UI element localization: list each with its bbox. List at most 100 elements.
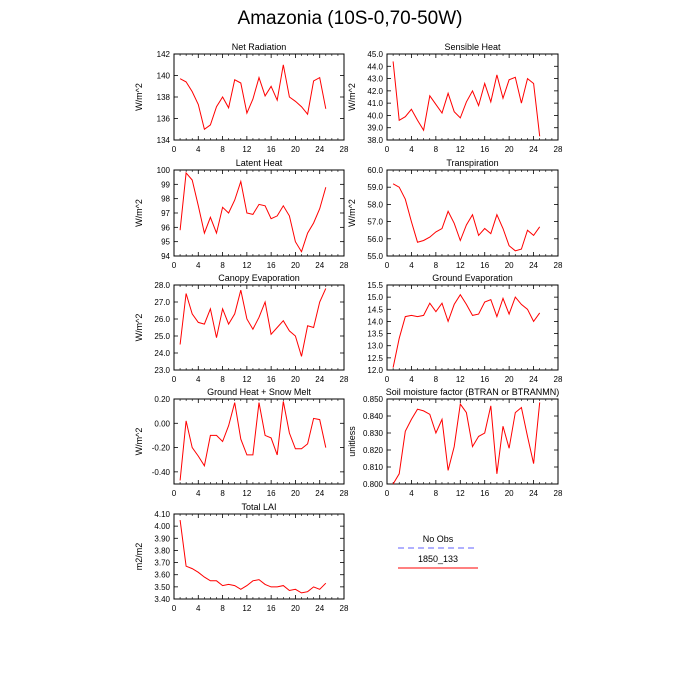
- x-tick-label: 24: [529, 489, 538, 498]
- y-tick-label: 99: [161, 180, 170, 189]
- x-tick-label: 8: [220, 604, 225, 613]
- y-tick-label: 55.0: [367, 252, 383, 261]
- y-tick-label: 38.0: [367, 136, 383, 145]
- y-axis-label: W/m^2: [347, 83, 357, 111]
- y-tick-label: -0.40: [152, 468, 171, 477]
- plot-frame: [173, 398, 345, 485]
- y-tick-label: 15.5: [367, 281, 383, 290]
- panel-title: Soil moisture factor (BTRAN or BTRANMN): [386, 387, 560, 397]
- x-tick-label: 28: [340, 145, 349, 154]
- x-tick-label: 12: [456, 261, 465, 270]
- x-tick-label: 12: [242, 604, 251, 613]
- y-tick-label: 94: [161, 252, 170, 261]
- y-tick-label: 0.00: [154, 419, 170, 428]
- x-tick-label: 28: [340, 261, 349, 270]
- y-tick-label: 15.0: [367, 293, 383, 302]
- x-tick-label: 24: [315, 489, 324, 498]
- y-tick-label: 60.0: [367, 166, 383, 175]
- x-tick-label: 8: [220, 145, 225, 154]
- x-tick-label: 24: [315, 604, 324, 613]
- x-tick-label: 24: [529, 375, 538, 384]
- x-tick-label: 0: [385, 145, 390, 154]
- x-tick-label: 8: [220, 261, 225, 270]
- y-tick-label: 136: [157, 115, 171, 124]
- plot-frame: [386, 53, 559, 141]
- panel-title: Latent Heat: [236, 158, 283, 168]
- x-tick-label: 0: [385, 261, 390, 270]
- y-tick-label: 4.00: [154, 522, 170, 531]
- y-tick-label: 13.5: [367, 330, 383, 339]
- x-tick-label: 0: [172, 261, 177, 270]
- x-tick-label: 12: [456, 145, 465, 154]
- x-tick-label: 0: [385, 489, 390, 498]
- plot-frame: [173, 284, 345, 371]
- y-tick-label: 96: [161, 223, 170, 232]
- x-tick-label: 12: [242, 489, 251, 498]
- panel-5: Canopy Evaporation W/m^2 0 4 8 12 16 20 24 28 23.0…: [134, 273, 349, 384]
- panel-7: Ground Heat + Snow Melt W/m^2 0 4 8 12 16 20 24 2…: [134, 387, 349, 498]
- x-tick-label: 4: [409, 375, 414, 384]
- panel-title: Ground Heat + Snow Melt: [207, 387, 311, 397]
- y-tick-label: 142: [157, 50, 171, 59]
- x-tick-label: 8: [434, 261, 439, 270]
- panel-6: Ground Evaporation 0 4 8 12 16 20 24 28 12.0 12.5 1…: [367, 273, 563, 384]
- x-tick-label: 20: [291, 145, 300, 154]
- y-tick-label: 57.0: [367, 218, 383, 227]
- x-tick-label: 16: [267, 261, 276, 270]
- x-tick-label: 8: [220, 489, 225, 498]
- x-tick-label: 4: [196, 145, 201, 154]
- panel-title: Transpiration: [446, 158, 498, 168]
- x-tick-label: 24: [315, 375, 324, 384]
- x-tick-label: 4: [409, 261, 414, 270]
- x-tick-label: 12: [242, 145, 251, 154]
- legend-label-no-obs: No Obs: [423, 534, 454, 544]
- legend: No Obs 1850_133: [398, 534, 478, 569]
- series-line: [179, 171, 327, 253]
- y-tick-label: 40.0: [367, 111, 383, 120]
- x-tick-label: 8: [434, 145, 439, 154]
- series-line: [179, 288, 327, 357]
- x-tick-label: 8: [434, 375, 439, 384]
- y-tick-label: 27.0: [154, 298, 170, 307]
- y-tick-label: 0.800: [363, 480, 384, 489]
- y-tick-label: 14.5: [367, 305, 383, 314]
- y-tick-label: 0.850: [363, 395, 384, 404]
- x-tick-label: 0: [172, 375, 177, 384]
- x-tick-label: 20: [505, 261, 514, 270]
- panel-1: Net Radiation W/m^2 0 4 8 12 16 20 24 28 134 136 138…: [134, 42, 349, 154]
- y-tick-label: 58.0: [367, 200, 383, 209]
- x-tick-label: 0: [172, 489, 177, 498]
- plot-frame: [386, 284, 559, 371]
- x-tick-label: 24: [529, 145, 538, 154]
- y-axis-label: unitless: [347, 426, 357, 457]
- y-tick-label: 0.830: [363, 429, 384, 438]
- y-tick-label: 134: [157, 136, 171, 145]
- chart-main-title: Amazonia (10S-0,70-50W): [237, 8, 463, 29]
- panel-3: Latent Heat W/m^2 0 4 8 12 16 20 24 28 94 95 96 97 98 9…: [134, 158, 349, 270]
- y-axis-label: W/m^2: [134, 83, 144, 111]
- y-tick-label: 14.0: [367, 317, 383, 326]
- x-tick-label: 16: [267, 604, 276, 613]
- x-tick-label: 12: [456, 489, 465, 498]
- panel-title: Total LAI: [241, 502, 276, 512]
- y-tick-label: 43.0: [367, 75, 383, 84]
- x-tick-label: 28: [340, 604, 349, 613]
- y-tick-label: 59.0: [367, 183, 383, 192]
- series-line: [392, 402, 541, 485]
- x-tick-label: 28: [340, 375, 349, 384]
- y-tick-label: 98: [161, 195, 170, 204]
- series-line: [392, 61, 541, 137]
- series-line: [179, 401, 327, 481]
- y-axis-label: W/m^2: [134, 314, 144, 342]
- x-tick-label: 16: [480, 145, 489, 154]
- x-tick-label: 12: [242, 261, 251, 270]
- x-tick-label: 4: [409, 145, 414, 154]
- plot-frame: [386, 398, 559, 485]
- x-tick-label: 12: [456, 375, 465, 384]
- x-tick-label: 24: [529, 261, 538, 270]
- x-tick-label: 28: [554, 261, 563, 270]
- y-tick-label: 23.0: [154, 366, 170, 375]
- y-tick-label: 100: [157, 166, 171, 175]
- y-tick-label: 56.0: [367, 235, 383, 244]
- y-tick-label: 24.0: [154, 349, 170, 358]
